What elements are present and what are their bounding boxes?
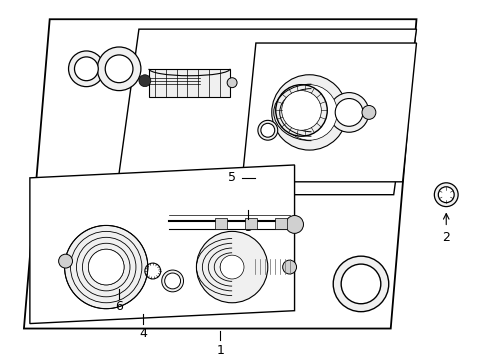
Polygon shape [24, 19, 416, 329]
Circle shape [260, 123, 274, 137]
Circle shape [59, 254, 72, 268]
Circle shape [162, 270, 183, 292]
Text: 4: 4 [139, 327, 146, 340]
Circle shape [437, 187, 453, 203]
Text: 5: 5 [227, 171, 236, 184]
Circle shape [281, 91, 321, 130]
Circle shape [196, 231, 267, 303]
Circle shape [275, 85, 326, 136]
Polygon shape [242, 43, 416, 182]
Circle shape [164, 273, 180, 289]
Circle shape [74, 57, 98, 81]
Bar [274, 217, 286, 229]
Bar [148, 69, 230, 96]
Circle shape [332, 256, 388, 312]
Circle shape [281, 85, 337, 140]
Circle shape [68, 51, 104, 87]
Text: 3: 3 [244, 221, 251, 234]
Circle shape [328, 93, 368, 132]
Circle shape [334, 99, 362, 126]
Circle shape [97, 47, 141, 91]
Circle shape [271, 75, 346, 150]
Circle shape [220, 255, 244, 279]
Bar [215, 217, 227, 229]
Circle shape [361, 105, 375, 120]
Circle shape [282, 260, 296, 274]
Text: 2: 2 [441, 231, 449, 244]
Bar [244, 217, 256, 229]
Circle shape [227, 78, 237, 87]
Text: 6: 6 [115, 300, 123, 313]
Circle shape [105, 55, 133, 83]
Circle shape [139, 75, 150, 87]
Circle shape [285, 216, 303, 233]
Circle shape [257, 120, 277, 140]
Polygon shape [116, 29, 416, 195]
Polygon shape [30, 165, 294, 324]
Circle shape [88, 249, 124, 285]
Text: 1: 1 [216, 344, 224, 357]
Circle shape [433, 183, 457, 207]
Circle shape [64, 225, 147, 309]
Circle shape [341, 264, 380, 304]
